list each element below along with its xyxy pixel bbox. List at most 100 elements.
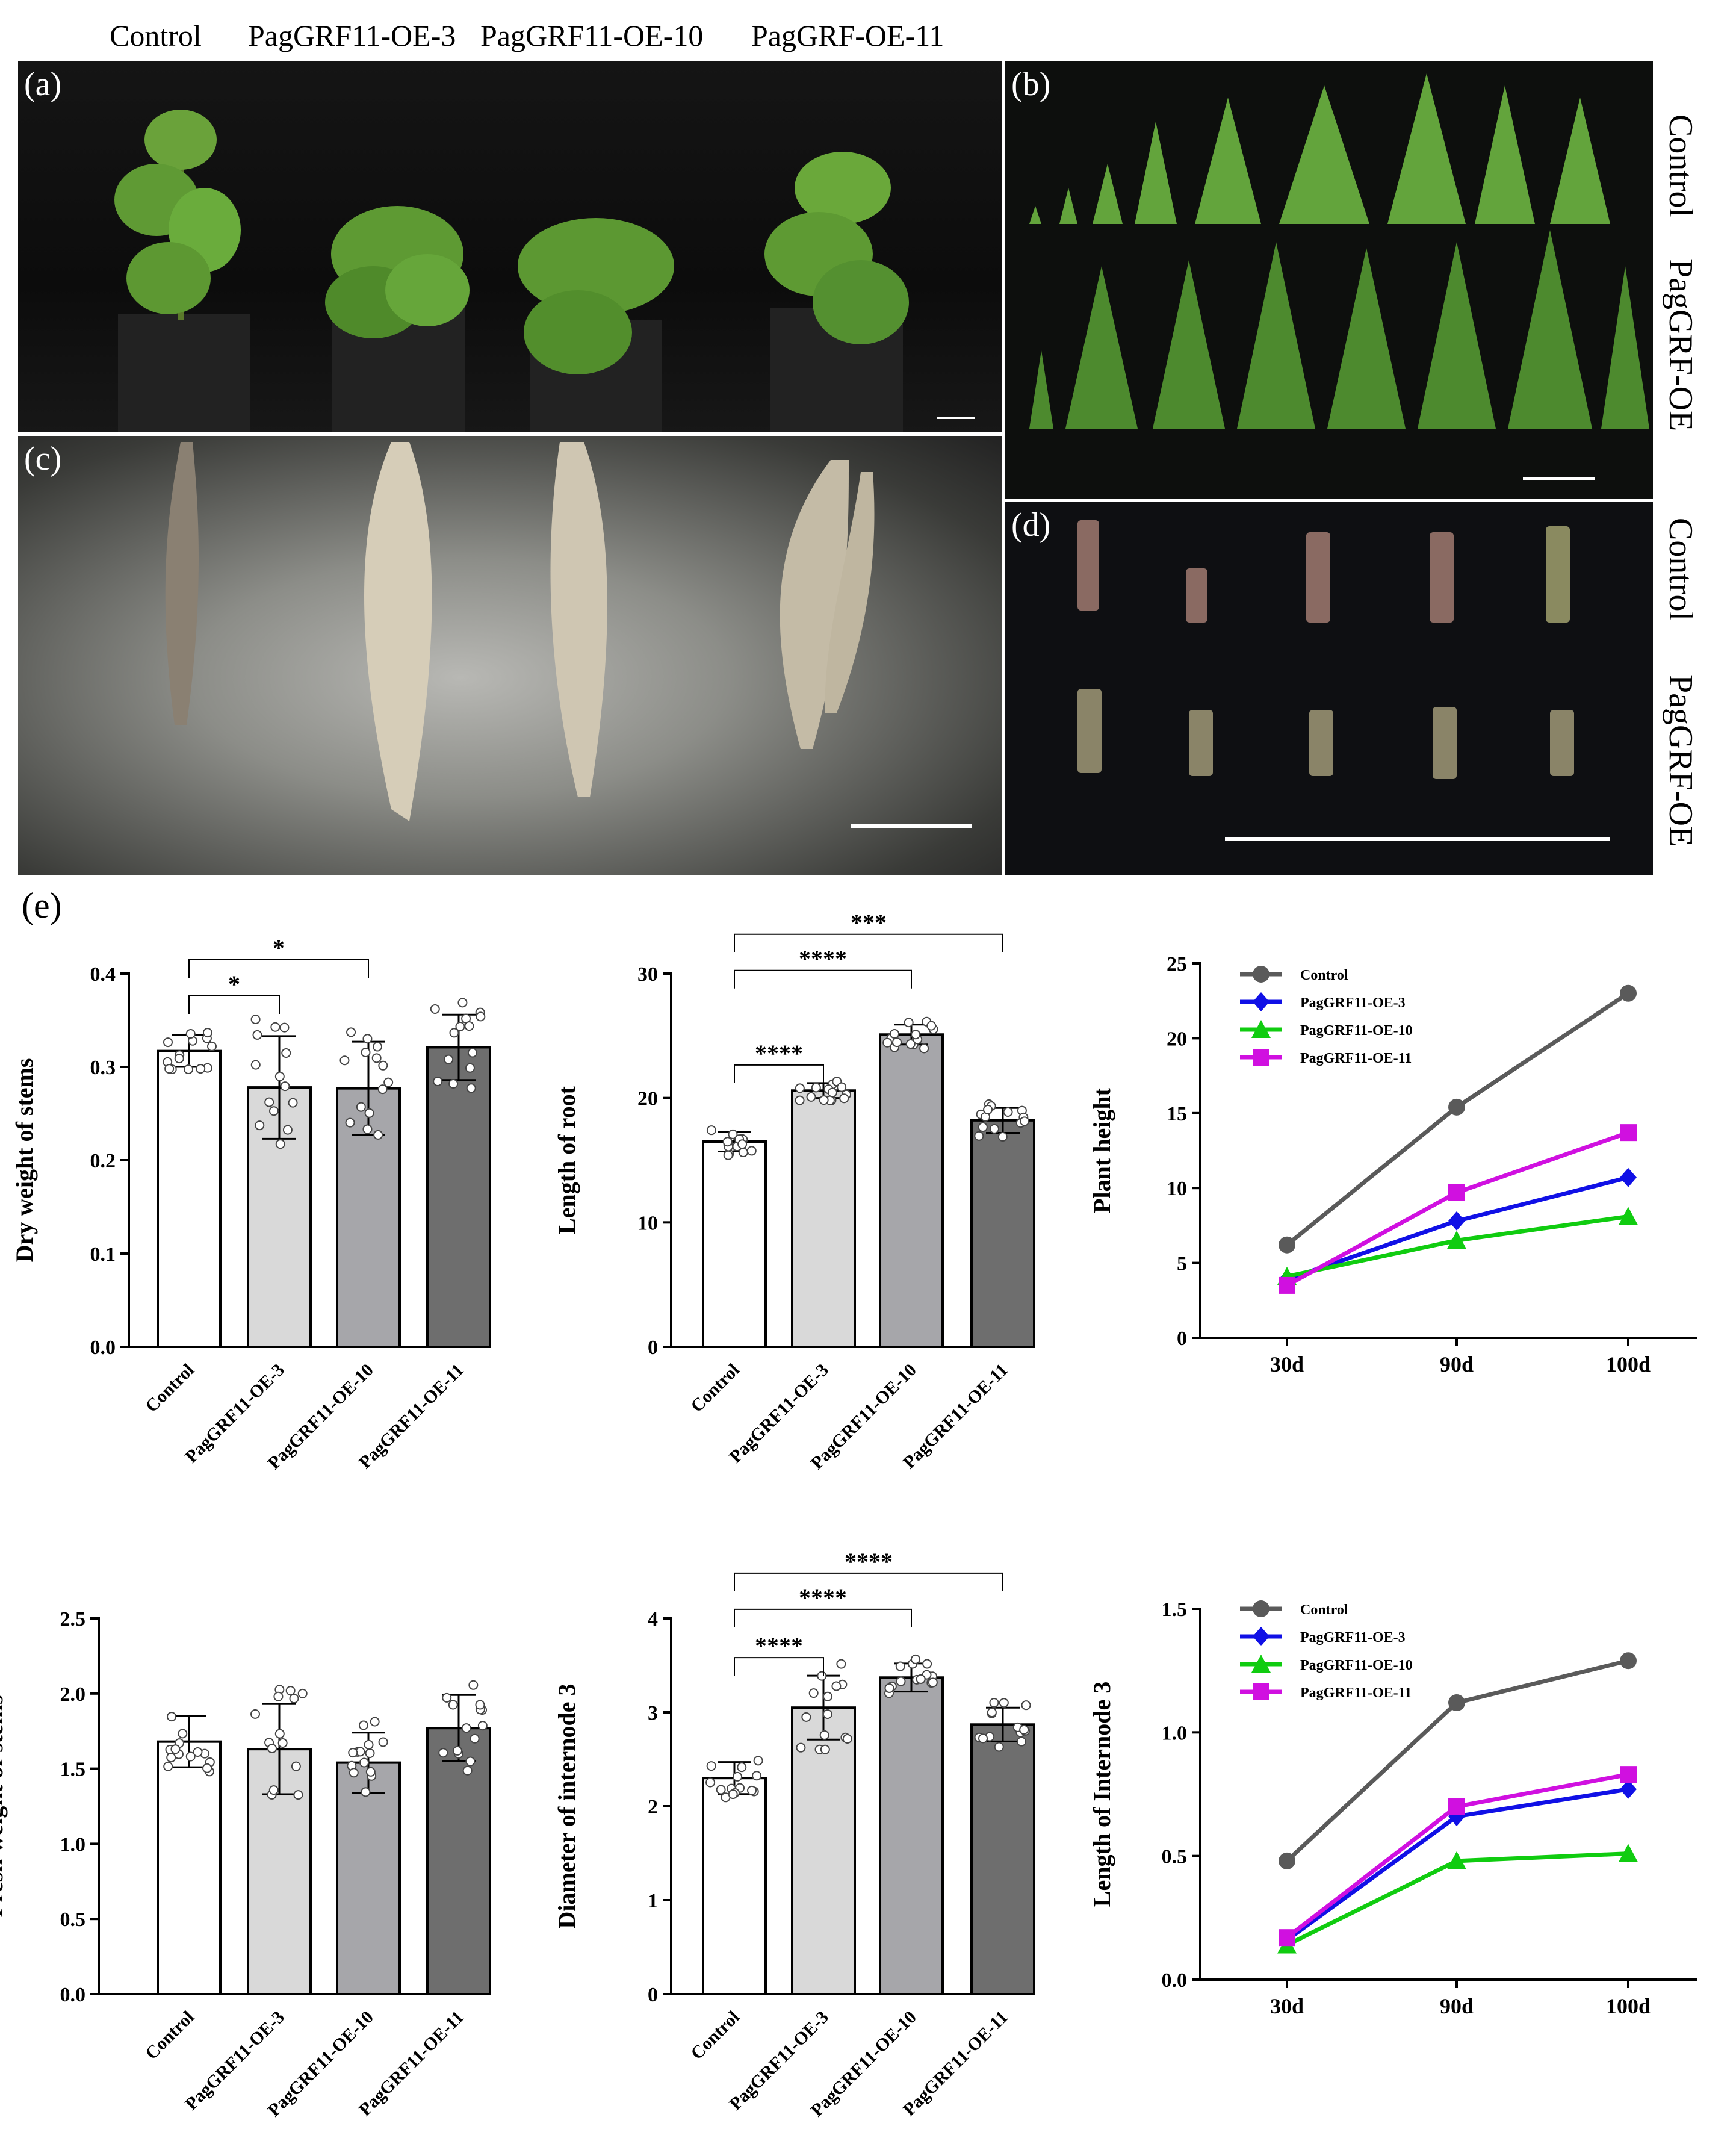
data-point — [202, 1063, 212, 1073]
data-point — [475, 1700, 485, 1710]
data-point — [928, 1024, 938, 1034]
y-tick-label: 25 — [1167, 953, 1187, 975]
y-tick-label: 4 — [648, 1608, 658, 1630]
plant-oe11 — [764, 152, 909, 432]
data-point — [1021, 1700, 1031, 1711]
data-point — [728, 1129, 738, 1139]
data-point — [255, 1120, 265, 1131]
data-point — [345, 1117, 355, 1128]
x-tick-label: PagGRF11-OE-11 — [355, 1360, 468, 1473]
legend-marker — [1253, 1683, 1269, 1700]
data-point — [185, 1751, 196, 1762]
x-tick-label: 30d — [1270, 1994, 1304, 2018]
data-point — [722, 1137, 733, 1147]
data-point — [734, 1134, 745, 1145]
data-point — [716, 1785, 726, 1795]
data-point — [1012, 1722, 1023, 1732]
side-label-d-control: Control — [1662, 518, 1699, 621]
data-point — [922, 1016, 932, 1027]
legend-entry: Control — [1300, 968, 1348, 983]
data-point — [978, 1733, 988, 1744]
series-point-Control — [1279, 1852, 1295, 1869]
data-point — [985, 1732, 995, 1742]
x-tick-label: PagGRF11-OE-3 — [181, 1360, 288, 1467]
data-point — [922, 1659, 932, 1669]
series-line-PagGRF11-OE-3 — [1285, 1787, 1629, 1942]
series-line-PagGRF11-OE-11 — [1286, 1130, 1629, 1287]
data-point — [163, 1761, 173, 1771]
data-point — [277, 1738, 288, 1748]
y-tick-label: 5 — [1177, 1253, 1187, 1275]
data-point — [267, 1744, 277, 1754]
legend-entry: PagGRF11-OE-3 — [1300, 1630, 1406, 1645]
data-point — [347, 1760, 357, 1771]
data-point — [746, 1146, 757, 1156]
x-tick-label: PagGRF11-OE-10 — [264, 1360, 377, 1473]
y-tick-label: 10 — [1167, 1178, 1187, 1200]
data-point — [896, 1676, 906, 1686]
data-point — [907, 1659, 917, 1669]
y-tick-label: 0.4 — [90, 963, 116, 986]
data-point — [280, 1081, 290, 1092]
bar-Control — [702, 1140, 767, 1348]
data-point — [928, 1677, 938, 1688]
series-point-PagGRF11-OE-3 — [1448, 1211, 1465, 1231]
legend-marker — [1251, 1020, 1271, 1038]
y-tick-label: 1.5 — [1162, 1599, 1188, 1621]
data-point — [724, 1142, 734, 1152]
legend-entry: Control — [1300, 1602, 1348, 1618]
data-point — [887, 1681, 897, 1691]
data-point — [904, 1018, 914, 1028]
data-point — [273, 1691, 284, 1701]
data-point — [726, 1783, 736, 1794]
data-point — [820, 1744, 830, 1754]
data-point — [365, 1748, 375, 1758]
y-tick-label: 3 — [648, 1702, 658, 1724]
data-point — [1015, 1727, 1026, 1738]
data-point — [737, 1762, 747, 1773]
x-tick-label: Control — [141, 1360, 198, 1417]
data-point — [974, 1732, 984, 1742]
data-point — [831, 1681, 842, 1691]
data-point — [892, 1037, 902, 1048]
y-tick-label: 0.2 — [90, 1150, 116, 1172]
plant-oe10 — [518, 218, 674, 432]
data-point — [476, 1011, 486, 1022]
data-point — [916, 1674, 926, 1684]
x-tick-label: Control — [141, 2007, 198, 2064]
data-point — [270, 1022, 281, 1032]
data-point — [976, 1109, 986, 1119]
data-point — [828, 1079, 838, 1089]
data-point — [250, 1060, 261, 1070]
bar-Control — [702, 1777, 767, 1995]
legend-entry: PagGRF11-OE-11 — [1300, 1051, 1412, 1066]
data-point — [367, 1771, 377, 1781]
y-tick-label: 1 — [648, 1890, 658, 1912]
x-tick-label: PagGRF11-OE-10 — [807, 1360, 920, 1473]
data-point — [377, 1084, 388, 1095]
x-tick-label: 90d — [1440, 1994, 1474, 2018]
data-point — [359, 1757, 370, 1768]
series-point-Control — [1448, 1694, 1465, 1712]
plant-control — [114, 110, 250, 432]
data-point — [453, 1748, 463, 1759]
data-point — [801, 1712, 811, 1722]
data-point — [817, 1671, 827, 1681]
legend-entry: PagGRF11-OE-10 — [1300, 1023, 1413, 1039]
series-point-PagGRF11-OE-11 — [1620, 1766, 1637, 1783]
y-tick-label: 10 — [637, 1212, 658, 1234]
leaf-illustrations — [1029, 73, 1649, 429]
y-tick-label: 0.5 — [1162, 1846, 1188, 1868]
data-point — [174, 1738, 184, 1748]
legend-marker — [1253, 1627, 1269, 1646]
data-point — [438, 1748, 448, 1758]
data-point — [913, 1034, 923, 1045]
y-tick-label: 20 — [1167, 1028, 1187, 1050]
data-point — [989, 1698, 999, 1708]
series-point-PagGRF11-OE-10 — [1277, 1935, 1297, 1954]
x-tick-label: Control — [687, 1360, 743, 1417]
data-point — [205, 1767, 215, 1777]
data-point — [267, 1789, 277, 1800]
y-tick-label: 30 — [637, 963, 658, 986]
